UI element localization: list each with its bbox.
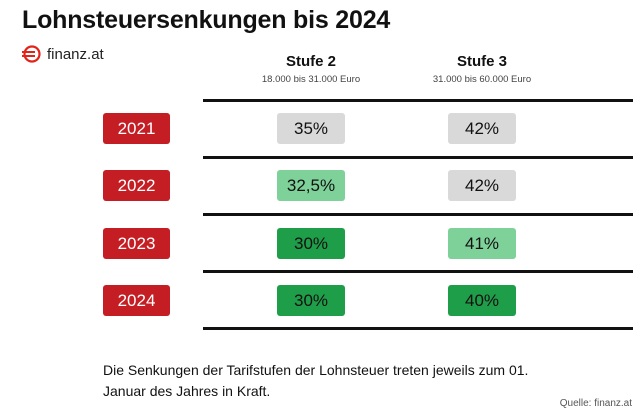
page-title: Lohnsteuersenkungen bis 2024 (22, 6, 391, 34)
column-name: Stufe 3 (456, 53, 507, 70)
footnote: Die Senkungen der Tarifstufen der Lohnst… (103, 362, 529, 399)
divider-line (203, 99, 633, 102)
column-header-stufe-3: Stufe 3 31.000 bis 60.000 Euro (387, 53, 577, 85)
finanz-logo-icon (22, 45, 41, 63)
divider-line (203, 270, 633, 273)
rate-cell-2021-stufe-3: 42% (448, 113, 516, 144)
rate-cell-2024-stufe-2: 30% (277, 285, 345, 316)
column-range: 31.000 bis 60.000 Euro (432, 74, 532, 85)
year-badge-2022: 2022 (103, 170, 170, 201)
rate-cell-2023-stufe-2: 30% (277, 228, 345, 259)
rate-cell-2022-stufe-3: 42% (448, 170, 516, 201)
year-badge-2023: 2023 (103, 228, 170, 259)
column-name: Stufe 2 (285, 53, 336, 70)
brand-name: finanz.at (47, 45, 104, 63)
year-badge-2021: 2021 (103, 113, 170, 144)
column-header-stufe-2: Stufe 2 18.000 bis 31.000 Euro (216, 53, 406, 85)
brand-logo: finanz.at (22, 44, 104, 64)
rate-cell-2023-stufe-3: 41% (448, 228, 516, 259)
rate-cell-2024-stufe-3: 40% (448, 285, 516, 316)
rate-cell-2022-stufe-2: 32,5% (277, 170, 345, 201)
column-range: 18.000 bis 31.000 Euro (261, 74, 361, 85)
source-credit: Quelle: finanz.at (559, 398, 632, 409)
divider-line (203, 327, 633, 330)
divider-line (203, 156, 633, 159)
rate-cell-2021-stufe-2: 35% (277, 113, 345, 144)
year-badge-2024: 2024 (103, 285, 170, 316)
divider-line (203, 213, 633, 216)
